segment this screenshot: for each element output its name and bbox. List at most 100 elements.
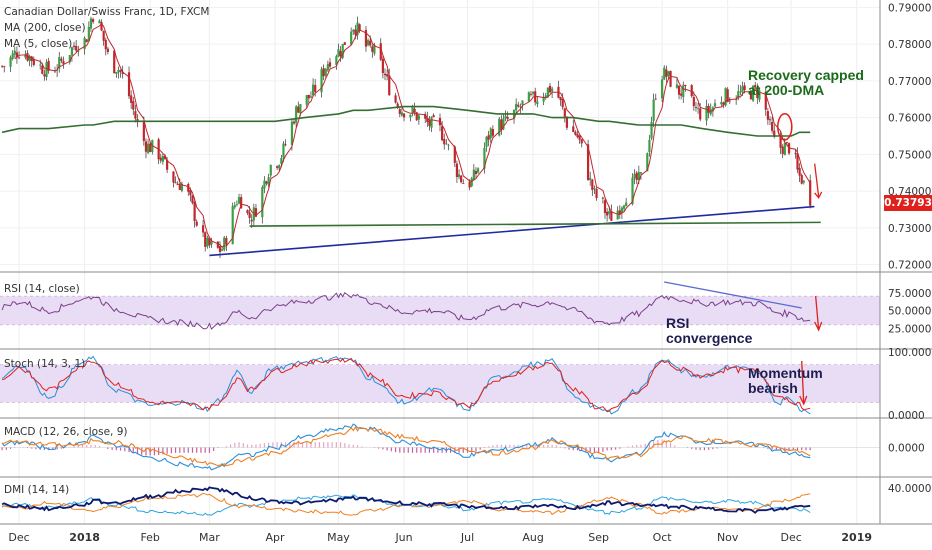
candle-body xyxy=(17,57,21,59)
candle-body xyxy=(460,175,463,183)
y-tick-label: 0.77000 xyxy=(888,76,931,88)
candle-body xyxy=(187,183,190,192)
candle-body xyxy=(70,47,74,56)
candle-body xyxy=(766,111,769,120)
candle-body xyxy=(396,103,399,108)
candle-body xyxy=(89,18,93,29)
candle-body xyxy=(265,181,268,184)
rsi-label: RSI (14, close) xyxy=(4,283,80,295)
candle-body xyxy=(500,119,503,131)
candle-body xyxy=(206,237,209,247)
candle-body xyxy=(263,180,266,189)
candle-body xyxy=(682,84,685,98)
x-tick-label: 2018 xyxy=(69,531,100,544)
candle-body xyxy=(548,85,552,93)
candle-body xyxy=(386,74,389,77)
stoch-k-line xyxy=(1,355,811,415)
candle-body xyxy=(591,179,594,190)
candle-body xyxy=(506,116,509,119)
candle-body xyxy=(773,130,776,137)
candle-body xyxy=(576,134,579,138)
candle-body xyxy=(225,238,228,245)
candle-body xyxy=(394,95,397,103)
candle-body xyxy=(299,104,302,114)
candle-body xyxy=(743,85,746,91)
candle-body xyxy=(741,86,744,93)
candle-body xyxy=(3,66,6,68)
macd-signal-line xyxy=(1,426,811,467)
candle-body xyxy=(472,169,475,180)
y-tick-label: 0.78000 xyxy=(888,39,931,51)
stoch-band-rect xyxy=(0,364,880,403)
ma5-label: MA (5, close) xyxy=(4,38,73,50)
candle-body xyxy=(707,105,710,113)
candle-body xyxy=(39,64,42,66)
candle-body xyxy=(720,102,723,105)
candle-body xyxy=(521,100,524,105)
candle-body xyxy=(622,205,626,209)
candle-body xyxy=(62,61,65,64)
macd-line xyxy=(1,423,811,471)
candle-body xyxy=(130,95,133,103)
candle-body xyxy=(504,115,507,119)
candle-body xyxy=(519,106,522,108)
stoch-d-line xyxy=(1,357,811,413)
candle-body xyxy=(534,91,537,103)
candle-body xyxy=(764,91,767,110)
candle-body xyxy=(515,103,518,111)
candle-body xyxy=(358,24,361,31)
candle-body xyxy=(237,197,241,204)
candle-body xyxy=(28,55,31,61)
candle-body xyxy=(250,219,253,222)
candle-body xyxy=(98,20,101,24)
candle-body xyxy=(531,91,535,94)
candle-body xyxy=(453,146,456,163)
x-tick-label: Aug xyxy=(522,531,543,544)
candle-body xyxy=(166,159,169,170)
candle-body xyxy=(616,210,619,220)
candle-body xyxy=(343,42,346,45)
candle-body xyxy=(115,72,118,74)
candle-body xyxy=(489,128,492,139)
candle-body xyxy=(603,200,607,214)
candle-body xyxy=(551,88,554,92)
candle-body xyxy=(542,97,545,102)
candle-body xyxy=(216,241,219,248)
candle-body xyxy=(572,126,575,133)
candle-body xyxy=(233,205,236,208)
candle-body xyxy=(610,211,613,221)
candle-body xyxy=(502,118,505,130)
indicator-lines xyxy=(1,22,811,516)
x-tick-label: Oct xyxy=(653,531,673,544)
candle-body xyxy=(210,241,213,245)
candle-body xyxy=(193,202,196,222)
candle-body xyxy=(694,107,698,108)
rsi-band-rect xyxy=(0,296,880,325)
annotation-rsi: RSI convergence xyxy=(666,315,753,346)
candle-body xyxy=(369,40,372,46)
rsi-line xyxy=(1,291,811,330)
candle-body xyxy=(388,75,391,96)
rsi-tick-label: 50.0000 xyxy=(888,306,931,318)
candle-body xyxy=(383,73,387,76)
candle-body xyxy=(324,68,327,76)
candle-body xyxy=(620,207,624,213)
candle-body xyxy=(282,143,285,158)
stoch-tick-label: 100.0000 xyxy=(888,347,932,359)
x-tick-label: Feb xyxy=(140,531,159,544)
candle-body xyxy=(794,152,797,154)
candle-body xyxy=(563,108,566,117)
y-tick-label: 0.75000 xyxy=(888,149,931,161)
macd-tick-label: 0.0000 xyxy=(888,443,925,455)
candle-body xyxy=(32,59,35,65)
candle-body xyxy=(68,54,71,63)
candle-body xyxy=(276,166,279,168)
candle-body xyxy=(409,114,412,118)
candle-body xyxy=(106,48,109,52)
candle-body xyxy=(428,120,431,126)
candle-body xyxy=(254,208,258,217)
candle-body xyxy=(447,144,450,146)
candle-body xyxy=(314,84,317,92)
stoch-band xyxy=(0,364,880,403)
